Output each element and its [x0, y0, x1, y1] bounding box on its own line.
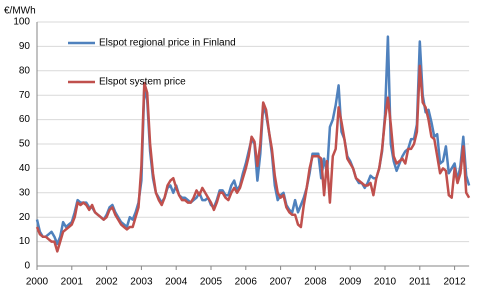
- y-tick-label: 10: [19, 236, 31, 247]
- y-tick-label: 0: [24, 261, 30, 272]
- x-tick-label: 2011: [409, 277, 431, 288]
- y-tick-label: 70: [19, 90, 31, 101]
- x-tick-label: 2006: [235, 277, 258, 288]
- y-unit: €/MWh: [4, 6, 36, 17]
- legend-label: Elspot regional price in Finland: [99, 38, 236, 49]
- y-tick-label: 100: [13, 17, 30, 28]
- y-tick-label: 90: [19, 41, 31, 52]
- x-tick-label: 2003: [130, 277, 153, 288]
- x-tick-label: 2008: [304, 277, 327, 288]
- x-tick-label: 2012: [443, 277, 466, 288]
- y-tick-label: 30: [19, 187, 31, 198]
- x-tick-label: 2010: [374, 277, 397, 288]
- x-tick-label: 2002: [95, 277, 118, 288]
- x-tick-label: 2009: [339, 277, 362, 288]
- legend-label: Elspot system price: [99, 77, 186, 88]
- y-tick-label: 20: [19, 212, 31, 223]
- x-tick-label: 2004: [165, 277, 188, 288]
- y-tick-label: 40: [19, 163, 31, 174]
- x-tick-label: 2007: [269, 277, 292, 288]
- y-tick-label: 50: [19, 139, 31, 150]
- y-tick-label: 60: [19, 114, 31, 125]
- x-tick-label: 2000: [26, 277, 49, 288]
- series-line: [35, 64, 471, 253]
- y-tick-label: 80: [19, 65, 31, 76]
- x-tick-label: 2001: [61, 277, 84, 288]
- x-tick-label: 2005: [200, 277, 223, 288]
